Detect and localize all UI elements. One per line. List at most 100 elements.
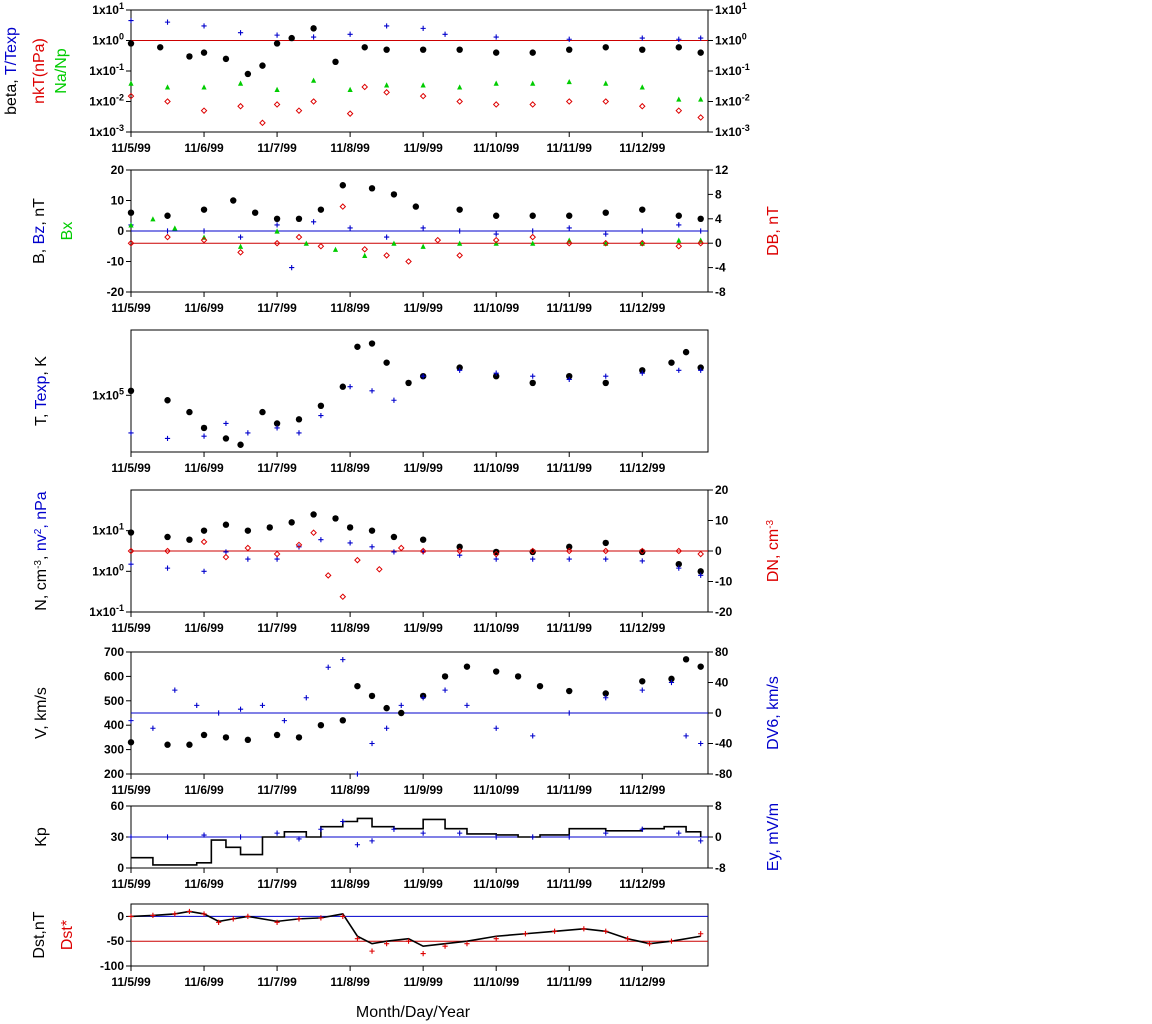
data-point	[164, 741, 171, 748]
y-tick-label: 1x101	[92, 1, 124, 17]
y2-tick-label: 10	[715, 514, 729, 528]
x-tick-label: 11/8/99	[330, 621, 370, 635]
data-point	[201, 433, 207, 439]
data-point	[683, 733, 689, 739]
series	[127, 656, 704, 748]
panel-temperature: 1x105 11/5/99 11/6/99 11/7/99 11/8/99 11/9/99…	[33, 329, 709, 475]
data-point	[639, 84, 645, 90]
data-point	[274, 830, 280, 836]
data-point	[383, 704, 390, 712]
data-point	[230, 197, 237, 204]
data-point	[676, 367, 682, 373]
data-point	[127, 387, 135, 395]
data-point	[346, 110, 354, 117]
data-point	[347, 86, 353, 92]
series	[127, 25, 704, 78]
data-point	[361, 83, 369, 91]
x-tick-label: 11/8/99	[330, 783, 370, 797]
data-point	[288, 519, 295, 526]
data-point	[384, 82, 390, 88]
data-point	[127, 209, 135, 216]
x-tick-label: 11/9/99	[403, 461, 443, 475]
data-point	[128, 561, 134, 567]
data-point	[127, 40, 135, 47]
data-point	[639, 46, 646, 53]
data-point	[565, 239, 573, 247]
data-point	[222, 55, 230, 63]
data-point	[536, 682, 544, 690]
data-point	[273, 215, 281, 222]
data-point	[361, 245, 369, 253]
data-point	[369, 740, 375, 747]
data-point	[347, 31, 353, 37]
y2-tick-label: 12	[715, 163, 729, 177]
data-point	[419, 46, 427, 53]
y2-tick-label: 0	[715, 544, 722, 558]
data-point	[412, 203, 420, 210]
x-tick-label: 11/8/99	[330, 877, 370, 891]
series-line	[130, 910, 701, 947]
data-point	[552, 928, 558, 934]
data-point	[603, 231, 609, 237]
data-point	[442, 943, 448, 949]
data-point	[434, 236, 442, 244]
data-point	[442, 687, 448, 693]
data-point	[625, 936, 631, 942]
x-tick-label: 11/10/99	[473, 975, 519, 989]
data-point	[492, 236, 500, 244]
data-point	[310, 34, 317, 40]
data-point	[603, 556, 609, 562]
x-tick-label: 11/9/99	[403, 301, 443, 315]
data-point	[566, 543, 573, 551]
data-point	[201, 568, 207, 574]
data-point	[603, 928, 609, 934]
data-point	[697, 663, 704, 670]
panel-kp_ey: 60 30 0 8 0 -8 11/5/99 11/6/99 11/7/99 11/8/99 11/…	[33, 799, 782, 891]
x-tick-label: 11/6/99	[184, 877, 224, 891]
data-point	[245, 913, 251, 919]
data-point	[340, 818, 346, 825]
series	[128, 657, 704, 777]
data-point	[603, 373, 609, 379]
data-point	[325, 664, 331, 670]
data-point	[296, 916, 302, 922]
x-tick-label: 11/8/99	[330, 461, 370, 475]
data-point	[530, 240, 536, 246]
y2-tick-label: 80	[715, 645, 729, 659]
data-point	[698, 96, 704, 102]
data-point	[172, 225, 178, 231]
data-point	[384, 234, 390, 240]
data-point	[646, 941, 653, 947]
data-point	[697, 215, 704, 222]
data-point	[602, 547, 610, 555]
data-point	[675, 547, 683, 555]
data-point	[602, 209, 609, 216]
x-tick-label: 11/10/99	[473, 621, 519, 635]
panel-density_pressure: 1x101 1x100 1x10-1 20 10 0 -10 -20 11/5/99 11/6/9…	[33, 483, 783, 635]
data-point	[295, 215, 303, 222]
y2-tick-label: -40	[715, 737, 733, 751]
x-tick-label: 11/12/99	[619, 461, 665, 475]
series	[128, 367, 704, 442]
data-point	[369, 544, 375, 550]
data-point	[529, 233, 537, 241]
x-tick-label: 11/12/99	[619, 975, 665, 989]
data-point	[128, 834, 134, 840]
data-point	[237, 243, 244, 249]
data-point	[529, 212, 536, 219]
data-point	[698, 740, 704, 747]
x-tick-label: 11/11/99	[547, 301, 593, 315]
x-tick-label: 11/9/99	[403, 141, 443, 155]
data-point	[303, 240, 309, 246]
x-tick-label: 11/5/99	[111, 141, 151, 155]
data-point	[339, 182, 347, 189]
data-point	[639, 367, 646, 374]
data-point	[340, 913, 346, 919]
data-point	[697, 568, 704, 575]
data-point	[244, 544, 252, 552]
y-tick-label: 0	[117, 224, 124, 238]
x-tick-label: 11/11/99	[547, 783, 593, 797]
data-point	[127, 239, 135, 247]
x-tick-label: 11/9/99	[403, 975, 443, 989]
data-point	[698, 35, 704, 41]
